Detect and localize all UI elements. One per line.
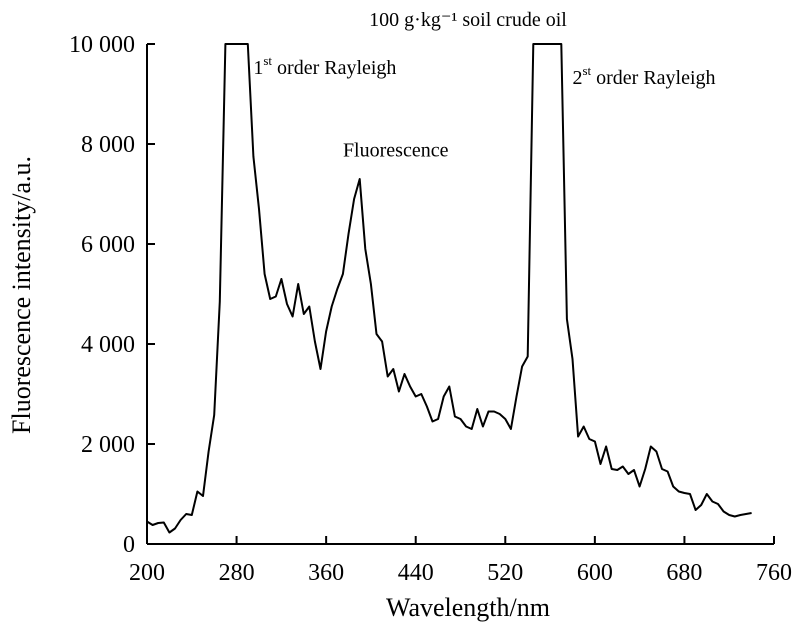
annotation: 2st order Rayleigh — [572, 63, 715, 89]
y-axis-title: Fluorescence intensity/a.u. — [7, 156, 36, 434]
x-tick-label: 600 — [577, 560, 613, 586]
y-ticks: 0 2 000 4 000 6 000 8 000 10 000 — [69, 32, 155, 558]
y-tick-label: 0 — [123, 532, 135, 558]
x-tick-label: 280 — [219, 560, 255, 586]
annotation: 1st order Rayleigh — [253, 53, 396, 79]
annotation: Fluorescence — [343, 140, 449, 162]
data-points — [147, 44, 752, 533]
x-ticks: 200 280 360 440 520 600 680 760 — [129, 536, 792, 586]
annotations: 1st order Rayleigh Fluorescence 2st order … — [253, 53, 715, 162]
x-tick-label: 440 — [398, 560, 434, 586]
y-tick-label: 2 000 — [81, 432, 135, 458]
y-tick-label: 4 000 — [81, 332, 135, 358]
chart-title: 100 g·kg⁻¹ soil crude oil — [369, 9, 567, 31]
series-line — [146, 43, 752, 534]
y-tick-label: 10 000 — [69, 32, 135, 58]
x-tick-label: 760 — [756, 560, 792, 586]
plot-area: 200 280 360 440 520 600 680 760 0 2 000 4 000 6 00… — [69, 32, 792, 586]
y-tick-label: 8 000 — [81, 132, 135, 158]
y-tick-label: 6 000 — [81, 232, 135, 258]
x-tick-label: 200 — [129, 560, 165, 586]
x-tick-label: 680 — [666, 560, 702, 586]
x-tick-label: 520 — [487, 560, 523, 586]
x-tick-label: 360 — [308, 560, 344, 586]
x-axis-title: Wavelength/nm — [386, 593, 550, 622]
chart-title-text: 100 g·kg⁻¹ soil crude oil — [369, 9, 567, 31]
